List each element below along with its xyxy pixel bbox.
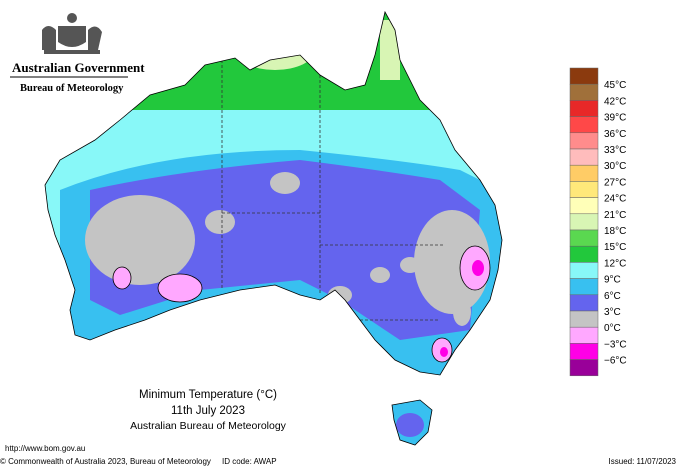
legend-label: 0°C [604,323,621,334]
legend-swatch [569,294,599,312]
legend-label: 36°C [604,129,626,140]
footer-id: ID code: AWAP [222,457,277,466]
legend-label: 39°C [604,113,626,124]
map-title: Minimum Temperature (°C) [139,389,277,401]
map-date: 11th July 2023 [171,405,245,417]
legend-label: 27°C [604,177,626,188]
legend-swatch [569,278,599,296]
crest [42,13,102,54]
legend-swatch [569,326,599,344]
legend-swatch [569,359,599,377]
legend-swatch [569,310,599,328]
legend: 45°C 42°C 39°C 36°C 33°C 30°C 27°C 24°C 21°C 18°C… [569,67,627,377]
legend-label: 45°C [604,80,626,91]
map-source: Australian Bureau of Meteorology [130,420,287,432]
footer-url: http://www.bom.gov.au [5,444,85,453]
tasmania [392,400,432,445]
agency: Bureau of Meteorology [20,83,124,94]
legend-swatch [569,197,599,215]
legend-label: 42°C [604,96,626,107]
legend-swatch [569,148,599,166]
legend-label: 9°C [604,275,621,286]
legend-label: 33°C [604,145,626,156]
legend-label: −6°C [604,356,627,367]
legend-swatch [569,229,599,247]
legend-label: 12°C [604,258,626,269]
legend-label: 30°C [604,161,626,172]
government: Australian Government [12,60,145,75]
legend-swatch [569,164,599,182]
coastline [44,10,503,376]
tasmania-coast [391,399,433,446]
legend-label: 15°C [604,242,626,253]
legend-swatch [569,262,599,279]
legend-swatch [569,181,599,198]
legend-swatch [569,245,599,263]
legend-swatch [569,343,599,360]
legend-swatch [569,213,599,231]
footer-issued: Issued: 11/07/2023 [609,457,677,466]
legend-label: 3°C [604,307,621,318]
legend-label: 6°C [604,291,621,302]
legend-label: −3°C [604,339,627,350]
legend-swatch [569,116,599,134]
legend-swatch [569,100,599,117]
legend-label: 18°C [604,226,626,237]
legend-swatch [569,132,599,150]
footer-copyright: © Commonwealth of Australia 2023, Bureau… [0,457,211,466]
legend-swatch [569,67,599,85]
legend-label: 21°C [604,210,626,221]
legend-swatch [569,83,599,101]
legend-label: 24°C [604,194,626,205]
